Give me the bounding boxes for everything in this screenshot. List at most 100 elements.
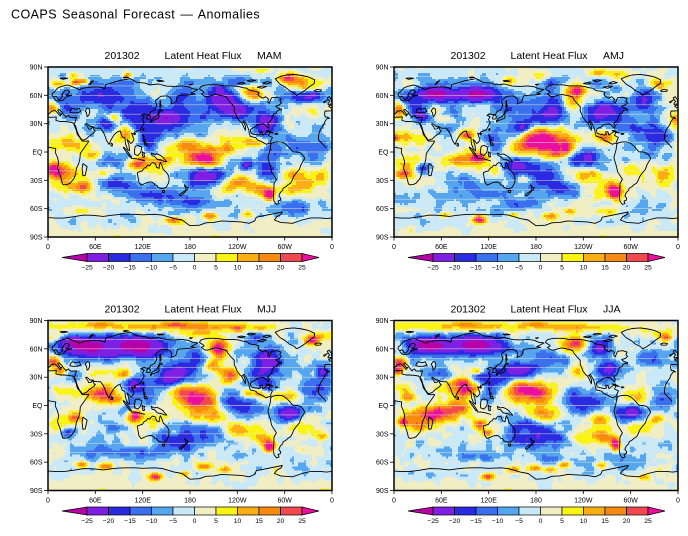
svg-text:90S: 90S [376,235,389,242]
svg-text:10: 10 [234,265,242,272]
svg-text:90S: 90S [376,488,389,495]
svg-text:20: 20 [623,265,631,272]
svg-text:201302: 201302 [451,50,486,62]
svg-text:0: 0 [330,498,334,505]
svg-text:−10: −10 [146,265,158,272]
svg-text:0: 0 [392,244,396,251]
svg-text:90N: 90N [30,65,43,72]
svg-text:−10: −10 [492,265,504,272]
svg-text:−15: −15 [124,265,136,272]
svg-text:90N: 90N [30,318,43,325]
svg-text:180: 180 [530,244,542,251]
svg-text:JJA: JJA [603,304,621,316]
svg-text:30S: 30S [376,178,389,185]
svg-text:0: 0 [46,498,50,505]
svg-text:−20: −20 [449,265,461,272]
svg-text:0: 0 [330,244,334,251]
svg-text:15: 15 [255,518,263,525]
svg-text:−10: −10 [146,518,158,525]
svg-text:60W: 60W [623,244,638,251]
svg-text:5: 5 [560,518,564,525]
svg-text:180: 180 [184,498,196,505]
svg-text:10: 10 [580,265,588,272]
svg-text:90N: 90N [376,318,389,325]
svg-text:60N: 60N [30,93,43,100]
svg-text:201302: 201302 [105,50,140,62]
svg-text:10: 10 [234,518,242,525]
svg-text:Latent Heat Flux: Latent Heat Flux [165,304,243,316]
svg-text:60N: 60N [30,346,43,353]
svg-text:60E: 60E [435,498,448,505]
svg-text:−5: −5 [169,265,177,272]
svg-text:180: 180 [184,244,196,251]
svg-text:30N: 30N [376,375,389,382]
svg-text:EQ: EQ [378,150,389,157]
svg-text:30S: 30S [376,431,389,438]
svg-text:30N: 30N [376,121,389,128]
svg-text:120E: 120E [135,244,152,251]
svg-text:60N: 60N [376,346,389,353]
svg-text:120W: 120W [228,498,247,505]
svg-text:60E: 60E [89,498,102,505]
svg-text:201302: 201302 [451,304,486,316]
svg-text:−10: −10 [492,518,504,525]
svg-text:0: 0 [676,244,680,251]
svg-text:−20: −20 [103,265,115,272]
svg-text:60S: 60S [30,206,43,213]
svg-text:15: 15 [601,518,609,525]
svg-text:0: 0 [392,498,396,505]
svg-text:30N: 30N [30,375,43,382]
svg-text:EQ: EQ [32,150,43,157]
svg-text:−15: −15 [470,518,482,525]
svg-text:60N: 60N [376,93,389,100]
svg-text:15: 15 [255,265,263,272]
svg-text:5: 5 [560,265,564,272]
svg-text:25: 25 [644,265,652,272]
svg-text:90S: 90S [30,488,43,495]
svg-text:120E: 120E [481,498,498,505]
svg-text:180: 180 [530,498,542,505]
svg-text:60W: 60W [277,244,292,251]
svg-text:0: 0 [676,498,680,505]
svg-text:120W: 120W [228,244,247,251]
svg-text:Latent Heat Flux: Latent Heat Flux [511,50,589,62]
svg-text:10: 10 [580,518,588,525]
svg-text:−5: −5 [515,518,523,525]
svg-text:−5: −5 [515,265,523,272]
svg-text:90S: 90S [30,235,43,242]
svg-text:−25: −25 [427,265,439,272]
svg-text:MAM: MAM [257,50,282,62]
svg-text:30S: 30S [30,178,43,185]
svg-text:60S: 60S [376,206,389,213]
svg-text:Latent Heat Flux: Latent Heat Flux [165,50,243,62]
svg-text:−5: −5 [169,518,177,525]
svg-text:20: 20 [277,518,285,525]
svg-text:120W: 120W [574,498,593,505]
svg-text:60S: 60S [30,460,43,467]
svg-text:5: 5 [214,265,218,272]
svg-text:60S: 60S [376,460,389,467]
svg-text:0: 0 [193,265,197,272]
svg-text:20: 20 [277,265,285,272]
svg-text:60W: 60W [277,498,292,505]
svg-text:AMJ: AMJ [603,50,624,62]
svg-text:Latent Heat Flux: Latent Heat Flux [511,304,589,316]
svg-text:5: 5 [214,518,218,525]
svg-text:MJJ: MJJ [257,304,276,316]
svg-text:20: 20 [623,518,631,525]
svg-text:120E: 120E [481,244,498,251]
svg-text:EQ: EQ [378,403,389,410]
svg-text:−15: −15 [470,265,482,272]
svg-text:0: 0 [193,518,197,525]
svg-text:−20: −20 [103,518,115,525]
svg-text:120E: 120E [135,498,152,505]
svg-text:15: 15 [601,265,609,272]
svg-text:201302: 201302 [105,304,140,316]
svg-text:EQ: EQ [32,403,43,410]
svg-text:25: 25 [298,265,306,272]
svg-text:90N: 90N [376,65,389,72]
svg-text:120W: 120W [574,244,593,251]
svg-text:−25: −25 [427,518,439,525]
svg-text:−25: −25 [81,265,93,272]
svg-text:25: 25 [644,518,652,525]
